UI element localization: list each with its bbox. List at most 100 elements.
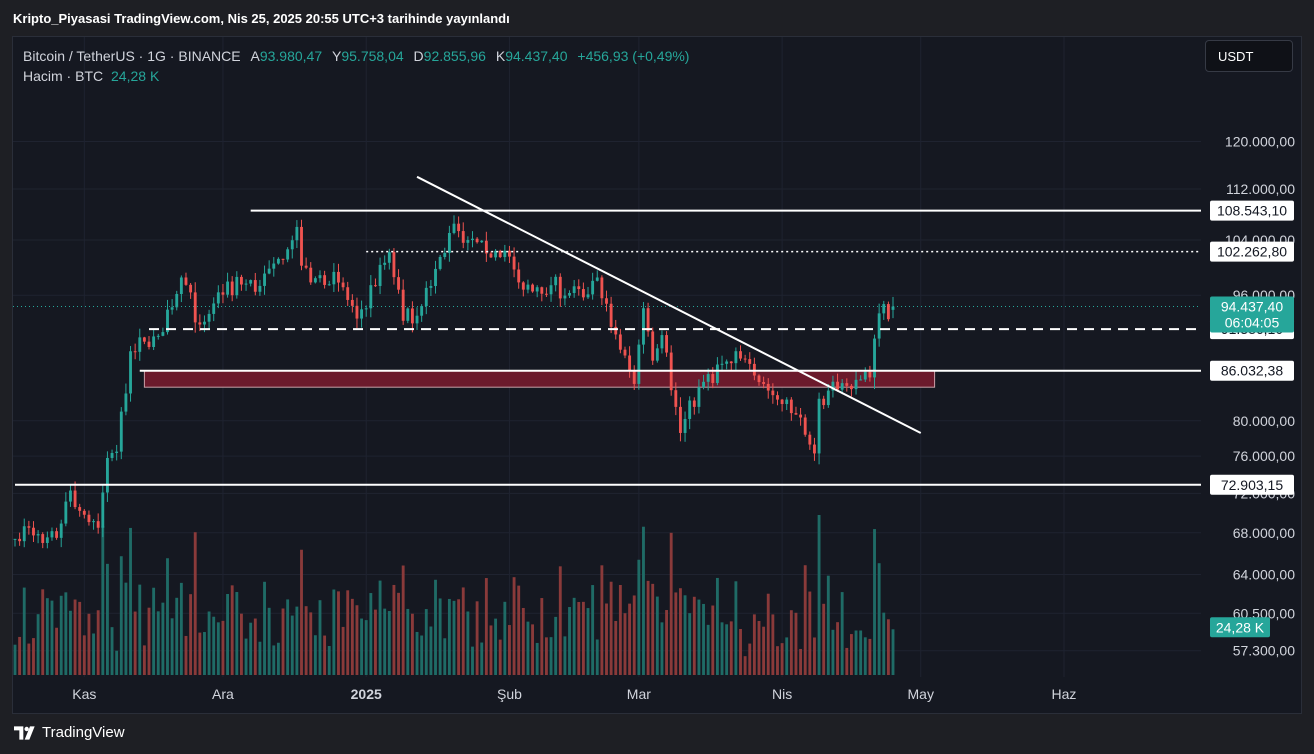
tradingview-logo-icon <box>14 725 35 740</box>
candle-body <box>766 383 770 391</box>
candle-body <box>115 451 119 454</box>
volume-bar <box>660 622 664 675</box>
close-label: K <box>495 48 506 64</box>
volume-bar <box>152 587 156 675</box>
publish-header: Kripto_Piyasasi TradingView.com, Nis 25,… <box>0 0 1314 36</box>
candle-body <box>637 344 641 384</box>
candle-body <box>230 281 234 296</box>
candle-body <box>854 379 858 390</box>
volume-bar <box>369 593 373 675</box>
candle-body <box>863 371 867 380</box>
volume-bar <box>637 559 641 675</box>
price-tick-label: 76.000,00 <box>1233 448 1295 464</box>
volume-bar <box>480 642 484 675</box>
candle-countdown: 06:04:05 <box>1225 315 1280 331</box>
volume-bar <box>350 598 354 675</box>
candle-body <box>82 510 86 515</box>
candle-body <box>332 271 336 285</box>
volume-bar <box>156 611 160 675</box>
volume-bar <box>563 636 567 675</box>
volume-bar <box>424 609 428 675</box>
chart-panel[interactable]: 120.000,00 112.000,00 104.000,00 96.000,00 8… <box>12 36 1302 714</box>
volume-bar <box>877 563 881 675</box>
candle-body <box>166 309 169 333</box>
candlestick-chart[interactable]: 120.000,00112.000,00104.000,0096.000,008… <box>13 37 1302 714</box>
candle-body <box>424 287 428 307</box>
time-tick-label: May <box>908 686 934 702</box>
volume-bar <box>401 565 405 675</box>
candle-body <box>226 281 230 295</box>
candle-body <box>762 382 766 384</box>
candle-body <box>489 253 493 258</box>
candle-body <box>794 413 798 415</box>
candle-body <box>193 292 197 323</box>
volume-bar <box>813 637 816 675</box>
volume-bar <box>105 563 109 675</box>
volume-bar <box>18 636 22 675</box>
candle-body <box>55 531 59 538</box>
candle-body <box>443 252 447 257</box>
volume-bar <box>674 592 678 675</box>
volume-bar <box>410 613 414 675</box>
volume-bar <box>272 645 276 675</box>
currency-button[interactable]: USDT <box>1205 40 1293 72</box>
candle-body <box>179 277 183 295</box>
price-tick-label: 64.000,00 <box>1233 567 1295 583</box>
candle-body <box>725 361 729 364</box>
volume-bar <box>669 532 673 675</box>
volume-bar <box>628 603 632 675</box>
candle-body <box>651 331 655 361</box>
volume-bar <box>184 635 188 675</box>
volume-bar <box>581 601 585 675</box>
candle-body <box>337 271 340 283</box>
volume-bar <box>438 598 442 675</box>
candle-body <box>281 258 285 260</box>
price-tick-label: 112.000,00 <box>1226 181 1295 197</box>
volume-bar <box>374 609 377 675</box>
volume-bar <box>623 613 627 675</box>
candle-body <box>457 223 461 232</box>
candle-body <box>632 371 636 384</box>
candle-body <box>697 387 701 407</box>
volume-bar <box>378 580 382 675</box>
candle-body <box>27 526 31 528</box>
candle-body <box>757 375 761 383</box>
candle-body <box>623 349 627 356</box>
candle-body <box>410 308 414 324</box>
volume-bar <box>78 601 82 675</box>
candle-body <box>715 364 719 383</box>
volume-label[interactable]: Hacim · BTC <box>23 68 104 84</box>
candle-body <box>549 285 553 295</box>
volume-bar <box>397 592 400 675</box>
volume-bar <box>544 637 548 675</box>
candle-body <box>498 250 502 258</box>
candle-body <box>521 282 525 290</box>
volume-bar <box>323 635 327 675</box>
volume-bar <box>646 580 650 675</box>
tradingview-logo[interactable]: TradingView <box>14 724 125 741</box>
candle-body <box>849 385 853 390</box>
candle-body <box>161 332 165 336</box>
candle-body <box>868 371 872 378</box>
volume-bar <box>591 585 595 675</box>
candle-body <box>475 238 479 243</box>
volume-bar <box>387 611 391 675</box>
candle-body <box>318 275 322 279</box>
candle-body <box>401 289 405 321</box>
candle-body <box>152 336 156 347</box>
candle-body <box>771 390 775 396</box>
candle-body <box>586 294 590 298</box>
candle-body <box>646 308 650 332</box>
candle-body <box>22 526 26 542</box>
volume-bar <box>64 592 68 675</box>
volume-bar <box>59 595 63 675</box>
footer: TradingView <box>0 714 1314 754</box>
symbol-label[interactable]: Bitcoin / TetherUS · 1G · BINANCE <box>23 48 241 64</box>
volume-bar <box>618 585 622 675</box>
volume-bar <box>725 624 729 675</box>
volume-bar <box>189 594 193 675</box>
volume-bar <box>605 603 608 675</box>
time-tick-label: Şub <box>497 686 522 702</box>
candle-body <box>263 273 266 286</box>
candle-body <box>577 286 581 290</box>
